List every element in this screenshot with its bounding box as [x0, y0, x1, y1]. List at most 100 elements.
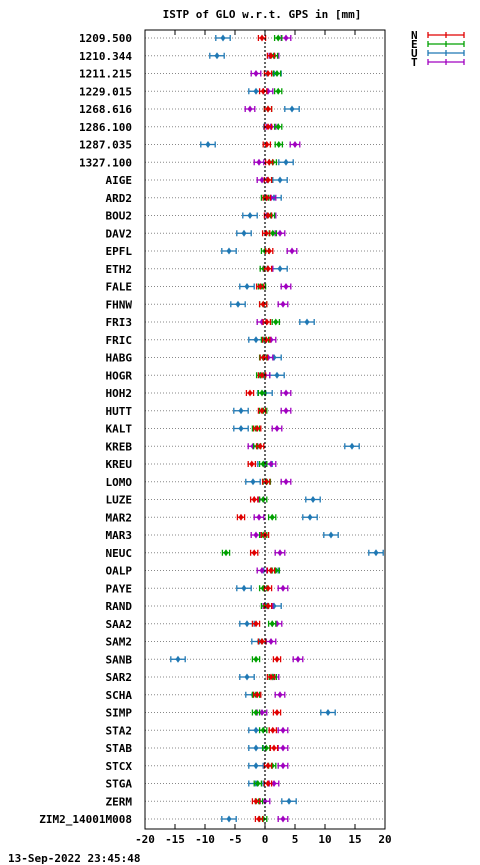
legend-label: T	[411, 56, 418, 69]
data-point	[305, 496, 321, 503]
point-marker	[280, 815, 286, 823]
category-label: 1229.015	[79, 85, 132, 98]
point-marker	[280, 726, 286, 734]
point-marker	[268, 567, 274, 574]
data-point	[233, 407, 249, 415]
data-point	[170, 655, 186, 663]
data-point	[292, 655, 304, 663]
point-marker	[253, 655, 259, 663]
point-marker	[255, 780, 261, 787]
category-label: STA2	[106, 724, 133, 737]
data-point	[320, 709, 336, 716]
data-point	[253, 513, 265, 521]
data-point	[262, 141, 272, 148]
point-marker	[325, 709, 331, 716]
data-point	[255, 442, 265, 450]
category-label: MAR3	[106, 529, 133, 542]
data-point	[248, 762, 264, 770]
data-point	[273, 123, 283, 131]
point-marker	[266, 247, 272, 255]
x-axis-ticks: -20 -15 -10 -5 0 5 10 15 20	[135, 30, 392, 846]
category-label: SAA2	[106, 618, 133, 631]
data-point	[280, 283, 292, 290]
point-marker	[259, 176, 265, 184]
data-point	[277, 300, 289, 308]
point-marker	[265, 265, 271, 273]
point-marker	[286, 797, 292, 805]
legend-label: E	[411, 38, 418, 51]
category-label: FRI3	[106, 316, 133, 329]
point-marker	[253, 744, 259, 752]
point-marker	[220, 34, 226, 42]
category-label: STGA	[106, 778, 133, 791]
point-marker	[328, 531, 334, 539]
data-points	[170, 34, 384, 823]
timestamp: 13-Sep-2022 23:45:48	[8, 852, 140, 865]
data-point	[272, 709, 282, 716]
point-marker	[270, 229, 276, 237]
category-label: HABG	[106, 352, 133, 365]
category-label: HOH2	[106, 387, 133, 400]
point-marker	[256, 158, 262, 166]
data-point	[272, 265, 288, 273]
data-point	[245, 389, 255, 397]
data-point	[247, 460, 257, 468]
data-point	[266, 567, 276, 574]
point-marker	[260, 496, 266, 503]
point-marker	[214, 52, 220, 60]
data-point	[284, 105, 300, 113]
point-marker	[283, 34, 289, 42]
point-marker	[241, 229, 247, 237]
point-marker	[274, 425, 280, 432]
legend-label: N	[411, 29, 418, 42]
data-point	[236, 513, 246, 521]
x-tick-label: 10	[318, 833, 331, 846]
point-marker	[256, 815, 262, 823]
category-label: BOU2	[106, 210, 133, 223]
point-marker	[280, 300, 286, 308]
data-point	[266, 52, 276, 60]
point-marker	[265, 780, 271, 787]
point-marker	[244, 283, 250, 290]
data-point	[258, 496, 268, 503]
point-marker	[280, 762, 286, 770]
category-label: 1327.100	[79, 156, 132, 169]
point-marker	[241, 584, 247, 592]
point-marker	[257, 283, 263, 290]
data-point	[289, 141, 301, 148]
data-point	[269, 371, 285, 379]
data-point	[239, 283, 255, 290]
plot-frame	[144, 29, 386, 830]
data-point	[272, 655, 282, 663]
category-label: SANB	[106, 653, 133, 666]
point-marker	[283, 283, 289, 290]
data-point	[233, 425, 249, 432]
point-marker	[268, 638, 274, 645]
point-marker	[265, 123, 271, 131]
category-label: SCHA	[106, 689, 133, 702]
data-point	[274, 549, 286, 557]
category-label: OALP	[106, 565, 133, 578]
data-point	[271, 425, 283, 432]
data-point	[265, 460, 277, 468]
data-point	[274, 691, 286, 699]
point-marker	[268, 460, 274, 468]
category-label: ZIM2_14001M008	[39, 813, 132, 826]
data-point	[239, 673, 255, 681]
data-point	[277, 584, 289, 592]
point-marker	[274, 655, 280, 663]
point-marker	[254, 425, 260, 432]
point-marker	[275, 87, 281, 95]
data-point	[257, 371, 267, 379]
category-label: FRIC	[106, 334, 133, 347]
x-tick-label: -5	[228, 833, 241, 846]
point-marker	[277, 265, 283, 273]
point-marker	[226, 815, 232, 823]
point-marker	[277, 176, 283, 184]
data-point	[248, 744, 264, 752]
category-label: SAM2	[106, 636, 133, 649]
category-label: MAR2	[106, 511, 133, 524]
point-marker	[250, 478, 256, 486]
point-marker	[283, 389, 289, 397]
